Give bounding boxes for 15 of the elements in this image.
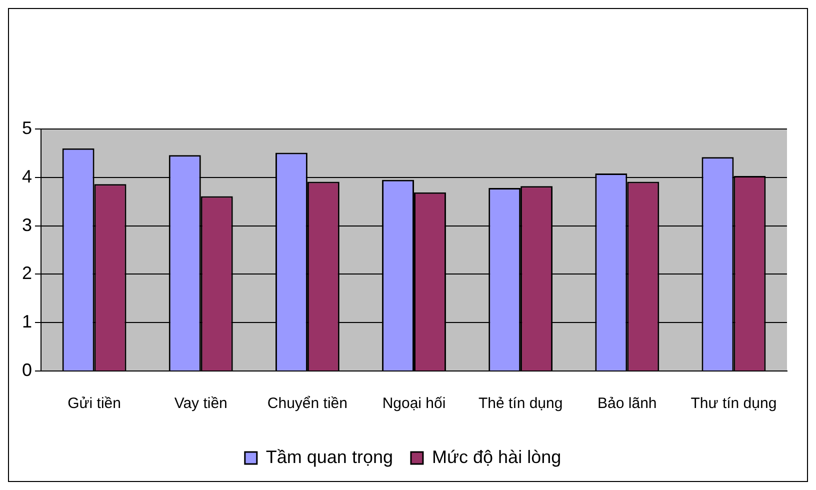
x-tick-label: Chuyển tiền xyxy=(267,395,348,412)
x-tick-label: Gửi tiền xyxy=(68,395,121,412)
y-tick-label: 2 xyxy=(22,263,32,284)
y-tick-label: 0 xyxy=(22,360,32,380)
y-tick-label: 1 xyxy=(22,312,32,332)
x-tick-label: Thư tín dụng xyxy=(690,395,777,412)
legend-label: Mức độ hài lòng xyxy=(432,446,562,467)
y-tick-label: 5 xyxy=(22,118,32,138)
x-tick-label: Bảo lãnh xyxy=(598,395,657,412)
legend-label: Tầm quan trọng xyxy=(266,446,393,467)
x-tick-label: Ngoại hối xyxy=(382,395,446,412)
y-tick-label: 3 xyxy=(22,214,32,235)
x-tick-label: Vay tiền xyxy=(174,395,228,412)
x-tick-label: Thẻ tín dụng xyxy=(478,395,563,412)
y-tick-label: 4 xyxy=(22,166,32,186)
